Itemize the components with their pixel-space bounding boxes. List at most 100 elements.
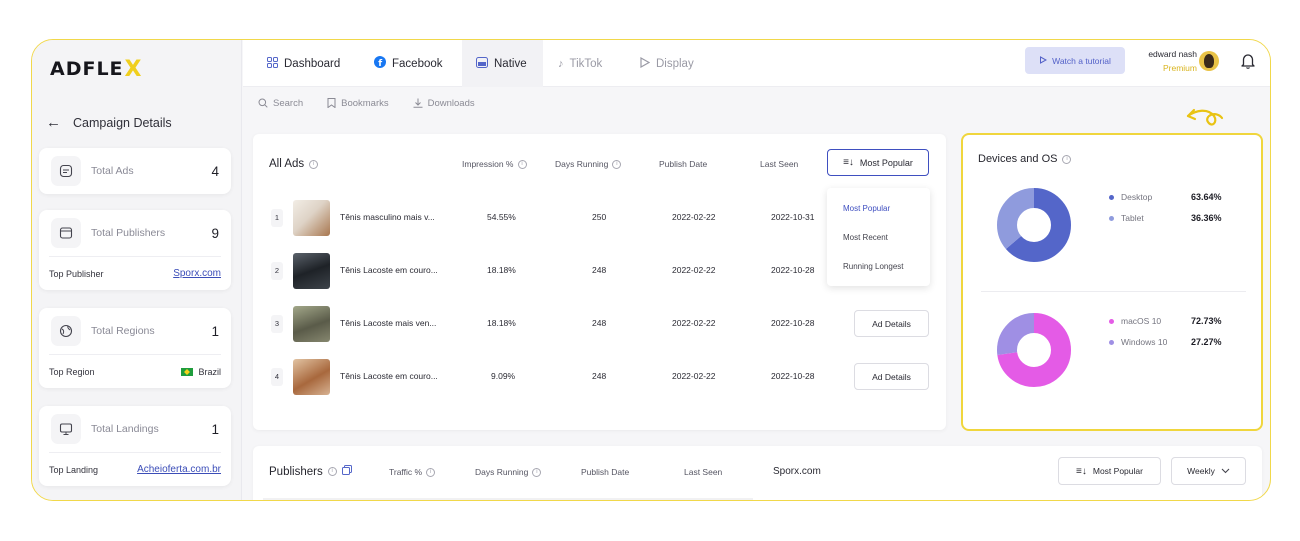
info-icon[interactable]: i <box>612 159 622 169</box>
tab-label: Native <box>494 57 527 70</box>
header-label: Last Seen <box>684 467 723 477</box>
desktop-percent: 63.64% <box>1191 192 1222 202</box>
ad-icon <box>51 156 81 186</box>
last-seen: 2022-10-31 <box>771 212 815 222</box>
sort-label: Most Popular <box>859 157 913 168</box>
tab-native[interactable]: Native <box>462 40 543 87</box>
downloads-label: Downloads <box>427 97 475 109</box>
days-value: 248 <box>592 318 607 328</box>
bell-icon[interactable] <box>1239 52 1257 70</box>
copy-icon[interactable] <box>341 465 352 478</box>
downloads-link[interactable]: Downloads <box>413 98 475 109</box>
info-icon[interactable]: i <box>1062 154 1072 164</box>
ad-name[interactable]: Tênis Lacoste em couro... <box>340 371 438 381</box>
sort-dropdown-button[interactable]: ≡↓ Most Popular <box>827 149 929 176</box>
header-label: Impression % <box>462 159 514 169</box>
header-label: Traffic % <box>389 467 423 477</box>
legend-label: Desktop <box>1121 192 1153 202</box>
table-row[interactable]: 2 Tênis Lacoste em couro... 18.18% 248 2… <box>253 246 946 298</box>
table-row[interactable]: 1 Tênis masculino mais v... 54.55% 250 2… <box>253 193 946 245</box>
tab-label: Dashboard <box>284 57 341 70</box>
play-icon <box>639 56 651 71</box>
devices-os-panel: Devices and OS i Desktop 63.64% Tablet 36… <box>961 133 1263 431</box>
impression-value: 18.18% <box>487 318 516 328</box>
ad-details-button[interactable]: Ad Details <box>854 310 929 337</box>
os-donut-chart <box>997 313 1071 387</box>
tab-tiktok[interactable]: ♪ TikTok <box>544 40 616 87</box>
header-days-running[interactable]: Days Running i <box>555 159 622 169</box>
publish-date: 2022-02-22 <box>672 265 716 275</box>
period-select[interactable]: Weekly <box>1171 457 1246 485</box>
days-value: 250 <box>592 212 607 222</box>
row-index: 1 <box>271 209 283 227</box>
search-link[interactable]: Search <box>258 98 303 109</box>
macos-percent: 72.73% <box>1191 316 1222 326</box>
menu-item-running-longest[interactable]: Running Longest <box>843 262 904 271</box>
header-label: Days Running <box>475 467 529 477</box>
header-last-seen[interactable]: Last Seen <box>684 467 722 477</box>
ad-thumbnail[interactable] <box>293 253 330 289</box>
ad-name[interactable]: Tênis Lacoste mais ven... <box>340 318 437 328</box>
arrow-left-icon[interactable]: ← <box>46 114 61 131</box>
tab-display[interactable]: Display <box>625 40 708 87</box>
header-days-running[interactable]: Days Running i <box>475 467 542 477</box>
table-row[interactable]: 4 Tênis Lacoste em couro... 9.09% 248 20… <box>253 352 946 404</box>
legend-macos: macOS 10 <box>1109 316 1161 326</box>
publisher-name[interactable]: Sporx.com <box>773 466 821 477</box>
tab-facebook[interactable]: f Facebook <box>360 40 457 87</box>
donut-slice-windows-10[interactable] <box>997 313 1071 387</box>
row-index: 3 <box>271 315 283 333</box>
info-icon[interactable]: i <box>517 159 527 169</box>
info-icon[interactable]: i <box>309 159 319 169</box>
back-link[interactable]: ← Campaign Details <box>46 114 172 131</box>
windows-percent: 27.27% <box>1191 337 1222 347</box>
legend-tablet: Tablet <box>1109 213 1144 223</box>
scrollbar-track[interactable] <box>263 498 753 500</box>
adflex-logo[interactable]: ADFLE X <box>50 56 143 82</box>
info-icon[interactable]: i <box>426 467 436 477</box>
top-publisher-label: Top Publisher <box>49 268 104 279</box>
publish-date: 2022-02-22 <box>672 212 716 222</box>
legend-windows: Windows 10 <box>1109 337 1167 347</box>
header-publish-date[interactable]: Publish Date <box>659 159 707 169</box>
table-row[interactable]: 3 Tênis Lacoste mais ven... 18.18% 248 2… <box>253 299 946 351</box>
all-ads-title-text: All Ads <box>269 158 305 170</box>
info-icon[interactable]: i <box>532 467 542 477</box>
ad-details-button[interactable]: Ad Details <box>854 363 929 390</box>
curly-arrow-icon <box>1182 102 1234 135</box>
tab-dashboard[interactable]: Dashboard <box>253 40 354 87</box>
logo-x: X <box>124 56 143 82</box>
ad-thumbnail[interactable] <box>293 306 330 342</box>
ad-thumbnail[interactable] <box>293 359 330 395</box>
menu-item-most-recent[interactable]: Most Recent <box>843 233 888 242</box>
ad-name[interactable]: Tênis Lacoste em couro... <box>340 265 438 275</box>
ad-name[interactable]: Tênis masculino mais v... <box>340 212 435 222</box>
tablet-percent: 36.36% <box>1191 213 1222 223</box>
user-name: edward nash <box>1148 49 1197 59</box>
bookmarks-label: Bookmarks <box>341 97 389 109</box>
publisher-icon <box>51 218 81 248</box>
top-landing-link[interactable]: Acheioferta.com.br <box>137 464 221 475</box>
ad-thumbnail[interactable] <box>293 200 330 236</box>
brazil-flag-icon <box>181 368 194 377</box>
devices-title-text: Devices and OS <box>978 153 1058 165</box>
avatar[interactable] <box>1199 51 1219 71</box>
impression-value: 18.18% <box>487 265 516 275</box>
card-label: Total Landings <box>91 423 159 435</box>
play-icon <box>1039 55 1048 66</box>
watch-tutorial-button[interactable]: Watch a tutorial <box>1025 47 1125 74</box>
menu-item-most-popular[interactable]: Most Popular <box>843 204 891 213</box>
header-publish-date[interactable]: Publish Date <box>581 467 629 477</box>
publishers-sort-button[interactable]: ≡↓ Most Popular <box>1058 457 1161 485</box>
info-icon[interactable]: i <box>327 467 337 476</box>
bookmarks-link[interactable]: Bookmarks <box>327 98 389 109</box>
top-publisher-link[interactable]: Sporx.com <box>173 268 221 279</box>
header-impression[interactable]: Impression % i <box>462 159 527 169</box>
total-landings-card: Total Landings 1 Top Landing Acheioferta… <box>39 406 231 486</box>
donut-slice-tablet[interactable] <box>997 188 1071 262</box>
row-index: 4 <box>271 368 283 386</box>
header-traffic[interactable]: Traffic % i <box>389 467 436 477</box>
user-info[interactable]: edward nash Premium <box>1135 49 1197 73</box>
header-last-seen[interactable]: Last Seen <box>760 159 798 169</box>
days-value: 248 <box>592 371 607 381</box>
